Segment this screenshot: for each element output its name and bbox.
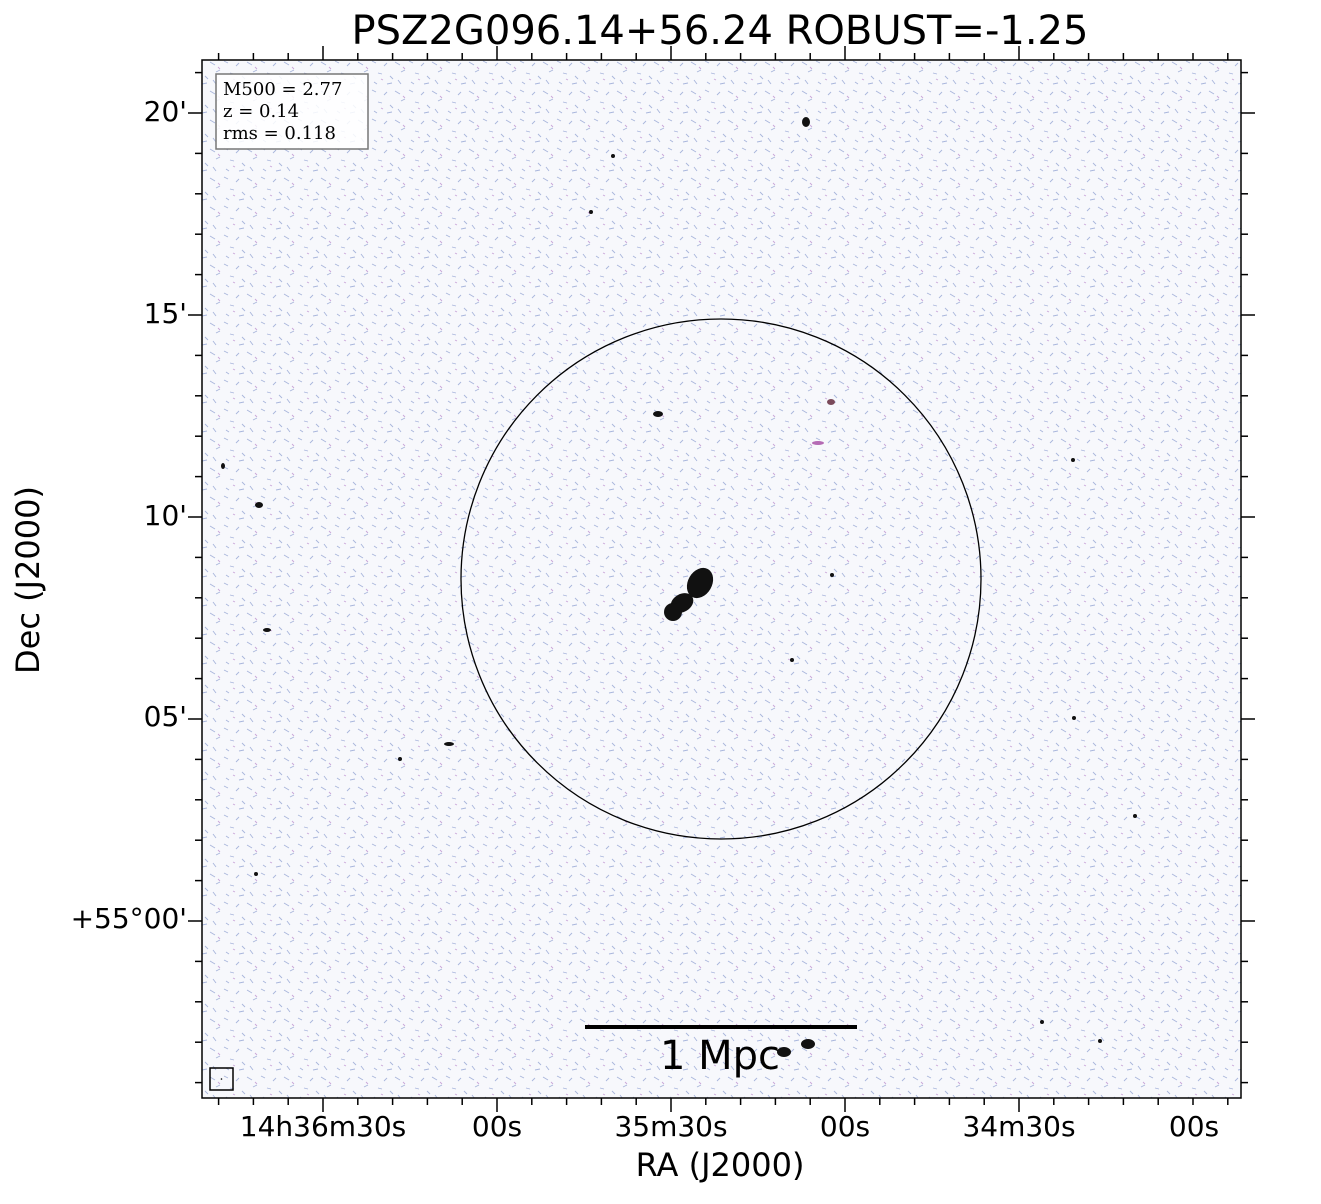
y-axis-label: Dec (J2000) bbox=[9, 486, 47, 674]
info-box bbox=[215, 73, 369, 150]
x-tick-label: 14h36m30s bbox=[240, 1110, 407, 1143]
info-text: rms = 0.118 bbox=[223, 123, 336, 144]
scale-bar-label: 1 Mpc bbox=[660, 1033, 780, 1079]
beam-box bbox=[209, 1067, 234, 1091]
x-axis-label: RA (J2000) bbox=[636, 1146, 805, 1184]
y-tick-label: 15' bbox=[144, 297, 187, 330]
y-tick-label: 05' bbox=[144, 700, 187, 733]
sources bbox=[221, 117, 1137, 1057]
x-tick-label: 00s bbox=[472, 1110, 522, 1143]
y-tick-label: 20' bbox=[144, 95, 187, 128]
ticks bbox=[188, 46, 1255, 1112]
info-text: M500 = 2.77 bbox=[223, 79, 342, 100]
y-tick-label: +55°00' bbox=[71, 902, 187, 935]
beam bbox=[220, 1078, 223, 1080]
info-text: z = 0.14 bbox=[223, 101, 299, 122]
title: PSZ2G096.14+56.24 ROBUST=-1.25 bbox=[352, 8, 1089, 54]
r500-circle bbox=[460, 318, 982, 840]
plot-frame bbox=[201, 59, 1242, 1099]
y-tick-label: 10' bbox=[144, 499, 187, 532]
x-tick-label: 00s bbox=[1169, 1110, 1219, 1143]
x-tick-label: 35m30s bbox=[614, 1110, 727, 1143]
x-tick-label: 34m30s bbox=[962, 1110, 1075, 1143]
radio-image bbox=[202, 60, 1241, 1098]
x-tick-label: 00s bbox=[820, 1110, 870, 1143]
